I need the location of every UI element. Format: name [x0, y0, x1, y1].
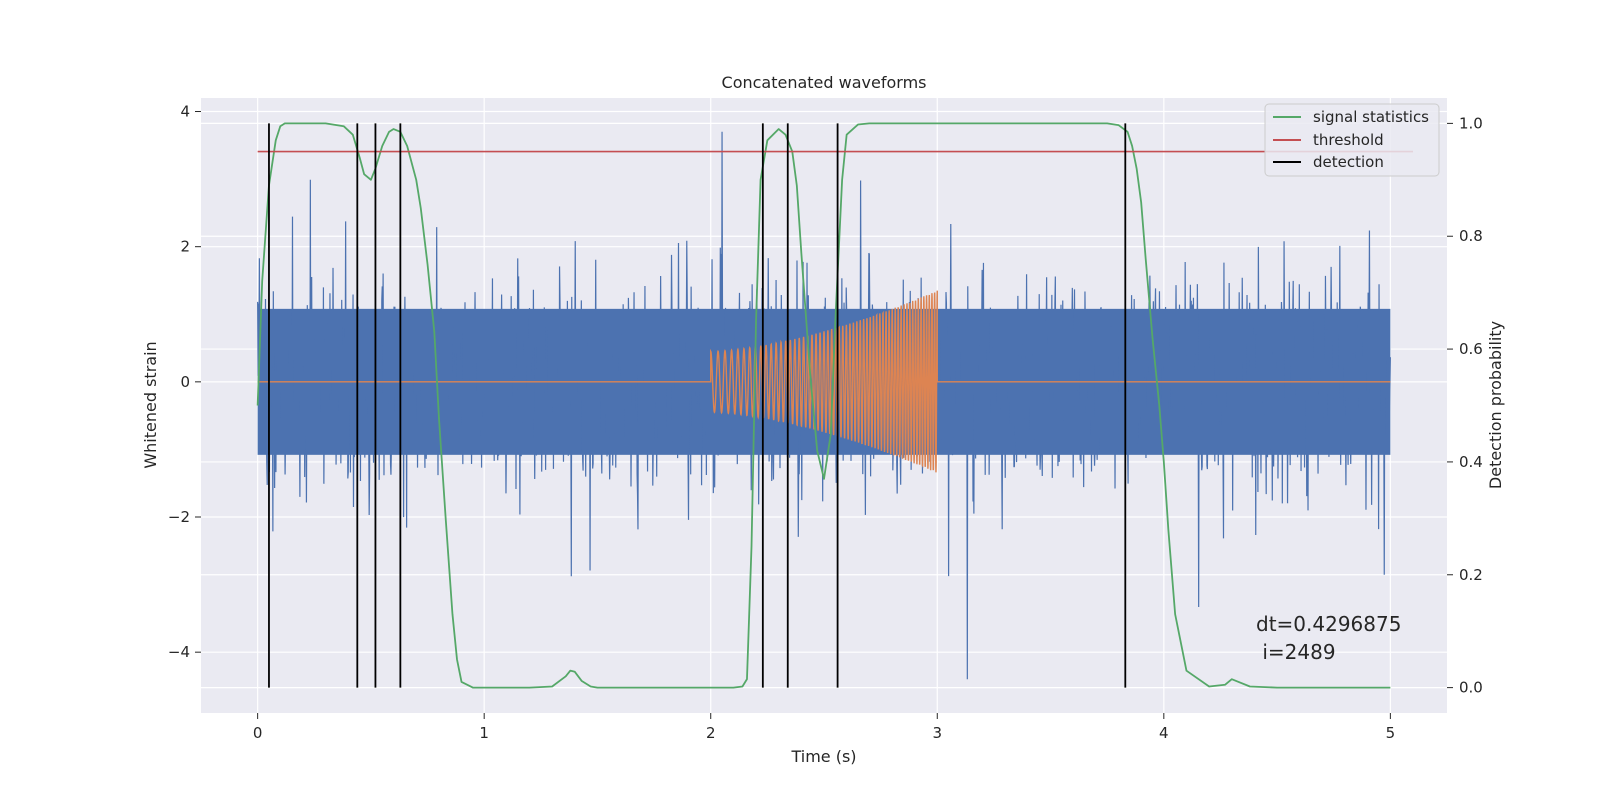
annotation-dt: dt=0.4296875 — [1256, 612, 1401, 636]
x-tick-label: 1 — [479, 724, 489, 742]
chart-title: Concatenated waveforms — [722, 73, 927, 92]
x-axis-label: Time (s) — [790, 747, 856, 766]
noise-line — [257, 131, 1391, 680]
x-tick-label: 5 — [1386, 724, 1396, 742]
x-tick-label: 2 — [706, 724, 716, 742]
x-tick-label: 0 — [253, 724, 263, 742]
y-tick-label: −4 — [168, 643, 190, 661]
annotation-i: i=2489 — [1256, 640, 1336, 664]
y-right-tick-label: 0.8 — [1459, 227, 1483, 245]
y-tick-label: −2 — [168, 508, 190, 526]
y-tick-label: 0 — [180, 373, 190, 391]
legend-label-detection: detection — [1313, 153, 1384, 171]
y-tick-label: 2 — [180, 238, 190, 256]
x-tick-label: 4 — [1159, 724, 1169, 742]
axis-ticks: 0 1 2 3 4 5 −4 −2 0 2 4 0.0 0.2 0.4 0.6 0.8 1.0 — [168, 103, 1483, 742]
y-axis-label-right: Detection probability — [1486, 321, 1505, 489]
legend-label-signal-statistics: signal statistics — [1313, 108, 1429, 126]
legend-label-threshold: threshold — [1313, 131, 1384, 149]
signal-statistics-line — [256, 122, 1391, 689]
legend-box — [1264, 103, 1440, 177]
x-tick-label: 3 — [932, 724, 942, 742]
legend: signal statistics threshold detection — [1264, 103, 1440, 177]
y-axis-label: Whitened strain — [141, 341, 160, 468]
y-right-tick-label: 1.0 — [1459, 114, 1483, 132]
y-tick-label: 4 — [180, 103, 190, 121]
y-right-tick-label: 0.6 — [1459, 340, 1483, 358]
y-right-tick-label: 0.2 — [1459, 566, 1483, 584]
probability-series — [256, 122, 1414, 689]
y-right-tick-label: 0.4 — [1459, 453, 1483, 471]
detection-lines — [268, 123, 1127, 688]
chirp-series — [257, 290, 1391, 473]
y-right-tick-label: 0.0 — [1459, 679, 1483, 697]
chirp-line — [257, 290, 1391, 473]
